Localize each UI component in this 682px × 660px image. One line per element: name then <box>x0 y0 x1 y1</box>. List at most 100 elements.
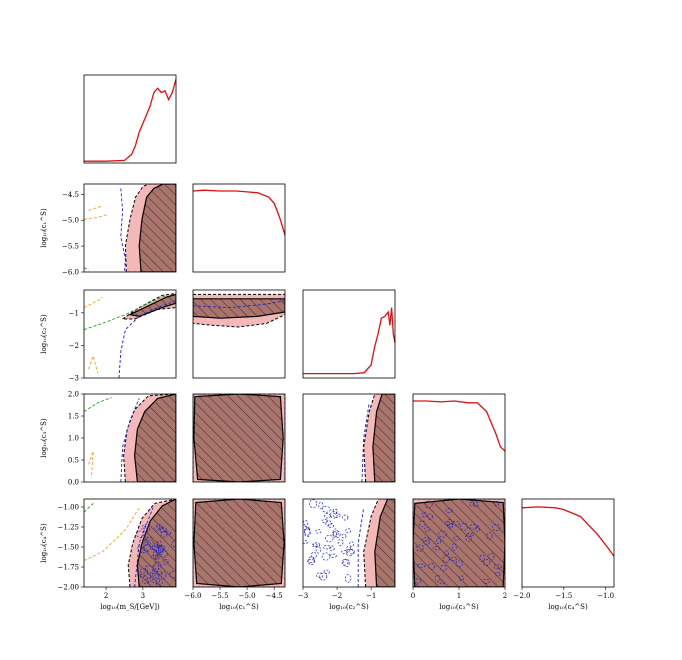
y-tick-label: 1.0 <box>68 435 79 443</box>
blue-contour-blob <box>303 520 309 526</box>
hatched-region <box>374 499 395 587</box>
orange-contour <box>88 451 94 478</box>
blue-contour-blob <box>157 545 164 553</box>
blue-contour-blob <box>140 536 148 541</box>
blue-contour-blob <box>494 571 501 577</box>
blue-contour-blob <box>327 523 335 528</box>
x-tick-label: 3 <box>141 592 145 600</box>
orange-contour <box>84 214 108 220</box>
blue-contour-blob <box>443 550 449 557</box>
blue-contour-blob <box>428 563 436 570</box>
blue-contour-blob <box>422 537 431 542</box>
blue-contour-blob <box>160 571 167 580</box>
blue-contour-blob <box>449 556 457 561</box>
x-tick-label: −3 <box>298 592 308 600</box>
blue-contour-blob <box>434 574 441 583</box>
x-tick-label: −1.0 <box>597 592 614 600</box>
blue-contour-blob <box>155 578 163 586</box>
blue-contour-blob <box>316 572 324 579</box>
blue-contour-blob <box>315 529 322 534</box>
blue-contour-blob <box>139 568 148 574</box>
x-tick-label: 2 <box>503 592 507 600</box>
x-tick-label: −6.0 <box>185 592 202 600</box>
blue-contour <box>357 507 365 587</box>
x-tick-label: 0 <box>411 592 415 600</box>
blue-contour-blob <box>349 541 355 547</box>
x-axis-label: log₁₀(c₁^S) <box>219 603 259 611</box>
blue-contour-blob <box>138 543 145 549</box>
blue-contour-blob <box>466 532 475 537</box>
blue-contour-blob <box>436 537 442 545</box>
blue-contour-blob <box>460 523 469 531</box>
panel-frame <box>83 183 177 273</box>
panel-frame <box>302 393 396 483</box>
marginal-curve <box>84 79 177 162</box>
blue-contour <box>361 402 370 482</box>
blue-contour-blob <box>323 569 331 574</box>
blue-contour-blob <box>469 524 478 530</box>
blue-contour <box>120 188 126 272</box>
panel-m-c4 <box>83 498 177 588</box>
blue-contour-blob <box>330 553 337 558</box>
hatched-region <box>138 184 176 272</box>
green-contour <box>84 503 94 513</box>
orange-contour <box>88 354 99 374</box>
y-tick-label: −1.50 <box>58 544 79 552</box>
blue-contour-blob <box>424 500 433 509</box>
blue-contour-blob <box>303 525 310 530</box>
blue-contour-blob <box>418 520 426 527</box>
y-tick-label: −1.75 <box>58 564 79 572</box>
marginal-curve <box>303 307 396 375</box>
blue-contour-blob <box>416 563 426 568</box>
blue-contour-blob <box>142 525 148 530</box>
blue-contour-blob <box>151 542 159 552</box>
blue-contour-blob <box>145 564 154 574</box>
hatched-region <box>193 298 285 319</box>
panel-frame <box>412 393 506 483</box>
blue-contour-blob <box>345 546 351 551</box>
blue-contour-blob <box>310 551 317 560</box>
x-tick-label: −2 <box>332 592 342 600</box>
blue-contour-blob <box>139 573 145 578</box>
marginal-curve <box>192 189 286 236</box>
blue-contour-blob <box>154 545 160 553</box>
blue-contour-blob <box>159 550 168 558</box>
blue-contour-blob <box>439 580 445 585</box>
blue-contour-blob <box>137 545 145 553</box>
blue-contour-blob <box>162 559 169 565</box>
blue-contour-blob <box>421 512 428 518</box>
blue-contour-blob <box>341 533 347 539</box>
y-axis-label: log₁₀(c₂^S) <box>40 314 48 354</box>
y-tick-label: −3 <box>69 375 79 383</box>
blue-contour-blob <box>304 526 311 536</box>
blue-contour-blob <box>438 530 447 538</box>
blue-contour-blob <box>169 571 176 579</box>
panel-c3-c4 <box>412 498 506 588</box>
blue-contour-blob <box>475 525 481 532</box>
hatched-region <box>133 394 176 482</box>
blue-contour-blob <box>141 523 150 533</box>
blue-contour <box>193 300 285 309</box>
blue-contour-blob <box>136 530 144 538</box>
blue-contour-blob <box>342 558 350 568</box>
blue-contour-blob <box>486 532 493 541</box>
blue-contour-blob <box>414 578 422 584</box>
blue-contour-blob <box>321 519 328 524</box>
blue-contour-blob <box>493 500 500 507</box>
y-tick-label: 2.0 <box>68 391 79 399</box>
y-tick-label: −1.25 <box>58 524 79 532</box>
blue-contour-blob <box>332 531 338 537</box>
blue-contour-blob <box>493 564 502 570</box>
orange-contour <box>88 205 103 211</box>
x-axis-label: log₁₀(c₄^S) <box>548 603 588 611</box>
blue-contour-blob <box>416 544 424 552</box>
blue-contour-blob <box>424 526 430 533</box>
blue-contour-blob <box>152 563 159 572</box>
blue-contour-blob <box>304 528 311 537</box>
blue-contour-blob <box>143 544 151 552</box>
hatched-region <box>128 293 176 318</box>
blue-contour-blob <box>442 555 450 564</box>
blue-contour-blob <box>145 536 153 542</box>
y-tick-label: −5.5 <box>62 243 79 251</box>
blue-contour-blob <box>139 548 148 554</box>
